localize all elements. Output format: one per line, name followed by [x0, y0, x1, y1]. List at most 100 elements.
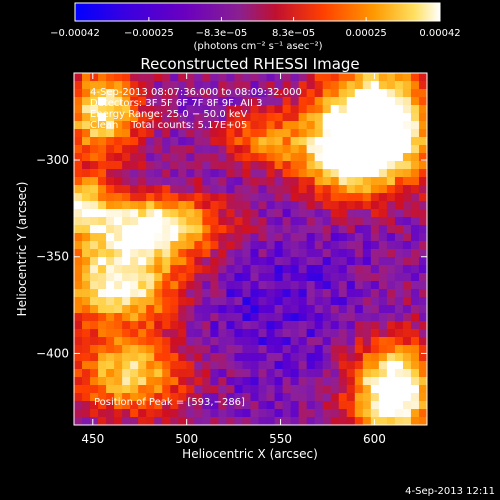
- heatmap-cell: [378, 337, 388, 346]
- heatmap-cell: [154, 369, 163, 378]
- heatmap-cell: [130, 145, 139, 154]
- colorbar-tick-label: 8.3e−05: [272, 28, 315, 39]
- heatmap-cell: [226, 169, 236, 178]
- heatmap-cell: [114, 257, 123, 266]
- heatmap-cell: [338, 353, 348, 362]
- heatmap-cell: [138, 305, 147, 314]
- heatmap-cell: [218, 185, 228, 194]
- heatmap-cell: [146, 369, 155, 378]
- heatmap-cell: [154, 345, 163, 354]
- heatmap-cell: [122, 105, 131, 114]
- heatmap-cell: [242, 233, 252, 242]
- heatmap-cell: [306, 241, 316, 250]
- heatmap-cell: [242, 257, 252, 266]
- heatmap-cell: [330, 393, 340, 402]
- heatmap-cell: [410, 81, 420, 90]
- heatmap-cell: [362, 305, 372, 314]
- heatmap-cell: [378, 377, 388, 386]
- heatmap-cell: [378, 145, 388, 154]
- heatmap-cell: [354, 361, 364, 370]
- y-tick-label: −400: [36, 346, 69, 360]
- heatmap-cell: [186, 217, 195, 226]
- heatmap-cell: [378, 385, 388, 394]
- heatmap-cell: [362, 329, 372, 338]
- heatmap-cell: [226, 105, 236, 114]
- heatmap-cell: [162, 81, 171, 90]
- heatmap-cell: [226, 409, 236, 418]
- heatmap-cell: [394, 217, 404, 226]
- heatmap-cell: [394, 393, 404, 402]
- heatmap-cell: [258, 377, 268, 386]
- heatmap-cell: [162, 73, 171, 82]
- heatmap-cell: [250, 329, 260, 338]
- heatmap-cell: [162, 129, 171, 138]
- heatmap-cell: [162, 241, 171, 250]
- heatmap-cell: [242, 329, 252, 338]
- heatmap-cell: [322, 217, 332, 226]
- heatmap-cell: [402, 297, 412, 306]
- heatmap-cell: [122, 185, 131, 194]
- heatmap-cell: [266, 257, 276, 266]
- heatmap-cell: [394, 97, 404, 106]
- heatmap-cell: [162, 289, 171, 298]
- heatmap-cell: [410, 145, 420, 154]
- heatmap-cell: [354, 329, 364, 338]
- heatmap-cell: [82, 273, 91, 282]
- heatmap-cell: [178, 249, 187, 258]
- heatmap-cell: [122, 417, 131, 425]
- heatmap-cell: [138, 97, 147, 106]
- heatmap-cell: [202, 249, 211, 258]
- heatmap-cell: [74, 89, 83, 98]
- heatmap-cell: [202, 153, 211, 162]
- heatmap-cell: [170, 161, 179, 170]
- heatmap-cell: [346, 201, 356, 210]
- heatmap-cell: [282, 401, 292, 410]
- heatmap-cell: [130, 361, 139, 370]
- heatmap-cell: [178, 321, 187, 330]
- heatmap-cell: [354, 241, 364, 250]
- heatmap-cell: [226, 113, 236, 122]
- heatmap-cell: [186, 265, 195, 274]
- heatmap-cell: [306, 177, 316, 186]
- heatmap-cell: [210, 401, 220, 410]
- heatmap-cell: [202, 337, 211, 346]
- heatmap-cell: [362, 409, 372, 418]
- heatmap-cell: [186, 105, 195, 114]
- heatmap-cell: [338, 281, 348, 290]
- heatmap-cell: [362, 185, 372, 194]
- heatmap-cell: [218, 105, 228, 114]
- heatmap-cell: [210, 185, 220, 194]
- heatmap-cell: [386, 361, 396, 370]
- heatmap-cell: [194, 289, 203, 298]
- heatmap-cell: [290, 105, 300, 114]
- heatmap-cell: [306, 337, 316, 346]
- heatmap-cell: [186, 297, 195, 306]
- heatmap-cell: [266, 321, 276, 330]
- heatmap-cell: [258, 81, 268, 90]
- heatmap-cell: [418, 89, 427, 98]
- heatmap-cell: [234, 393, 244, 402]
- heatmap-cell: [234, 353, 244, 362]
- heatmap-cell: [370, 73, 380, 82]
- heatmap-cell: [98, 385, 107, 394]
- heatmap-cell: [210, 145, 220, 154]
- heatmap-cell: [74, 209, 83, 218]
- heatmap-cell: [74, 249, 83, 258]
- heatmap-cell: [138, 329, 147, 338]
- heatmap-cell: [354, 145, 364, 154]
- heatmap-cell: [410, 193, 420, 202]
- heatmap-cell: [250, 129, 260, 138]
- heatmap-cell: [410, 161, 420, 170]
- heatmap-cell: [218, 345, 228, 354]
- heatmap-cell: [186, 137, 195, 146]
- heatmap-cell: [90, 257, 99, 266]
- heatmap-cell: [258, 281, 268, 290]
- heatmap-cell: [298, 177, 308, 186]
- heatmap-cell: [138, 361, 147, 370]
- heatmap-cell: [122, 81, 131, 90]
- heatmap-cell: [178, 305, 187, 314]
- heatmap-cell: [130, 89, 139, 98]
- heatmap-cell: [122, 353, 131, 362]
- heatmap-cell: [330, 281, 340, 290]
- heatmap-cell: [130, 385, 139, 394]
